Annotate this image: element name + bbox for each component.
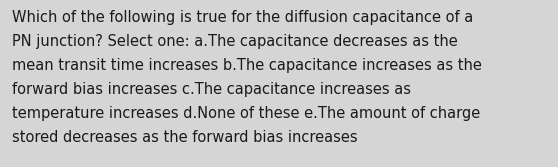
Text: mean transit time increases b.The capacitance increases as the: mean transit time increases b.The capaci… [12,58,482,73]
Text: stored decreases as the forward bias increases: stored decreases as the forward bias inc… [12,130,358,145]
Text: forward bias increases c.The capacitance increases as: forward bias increases c.The capacitance… [12,82,411,97]
Text: PN junction? Select one: a.The capacitance decreases as the: PN junction? Select one: a.The capacitan… [12,34,458,49]
Text: temperature increases d.None of these e.The amount of charge: temperature increases d.None of these e.… [12,106,480,121]
Text: Which of the following is true for the diffusion capacitance of a: Which of the following is true for the d… [12,10,473,25]
